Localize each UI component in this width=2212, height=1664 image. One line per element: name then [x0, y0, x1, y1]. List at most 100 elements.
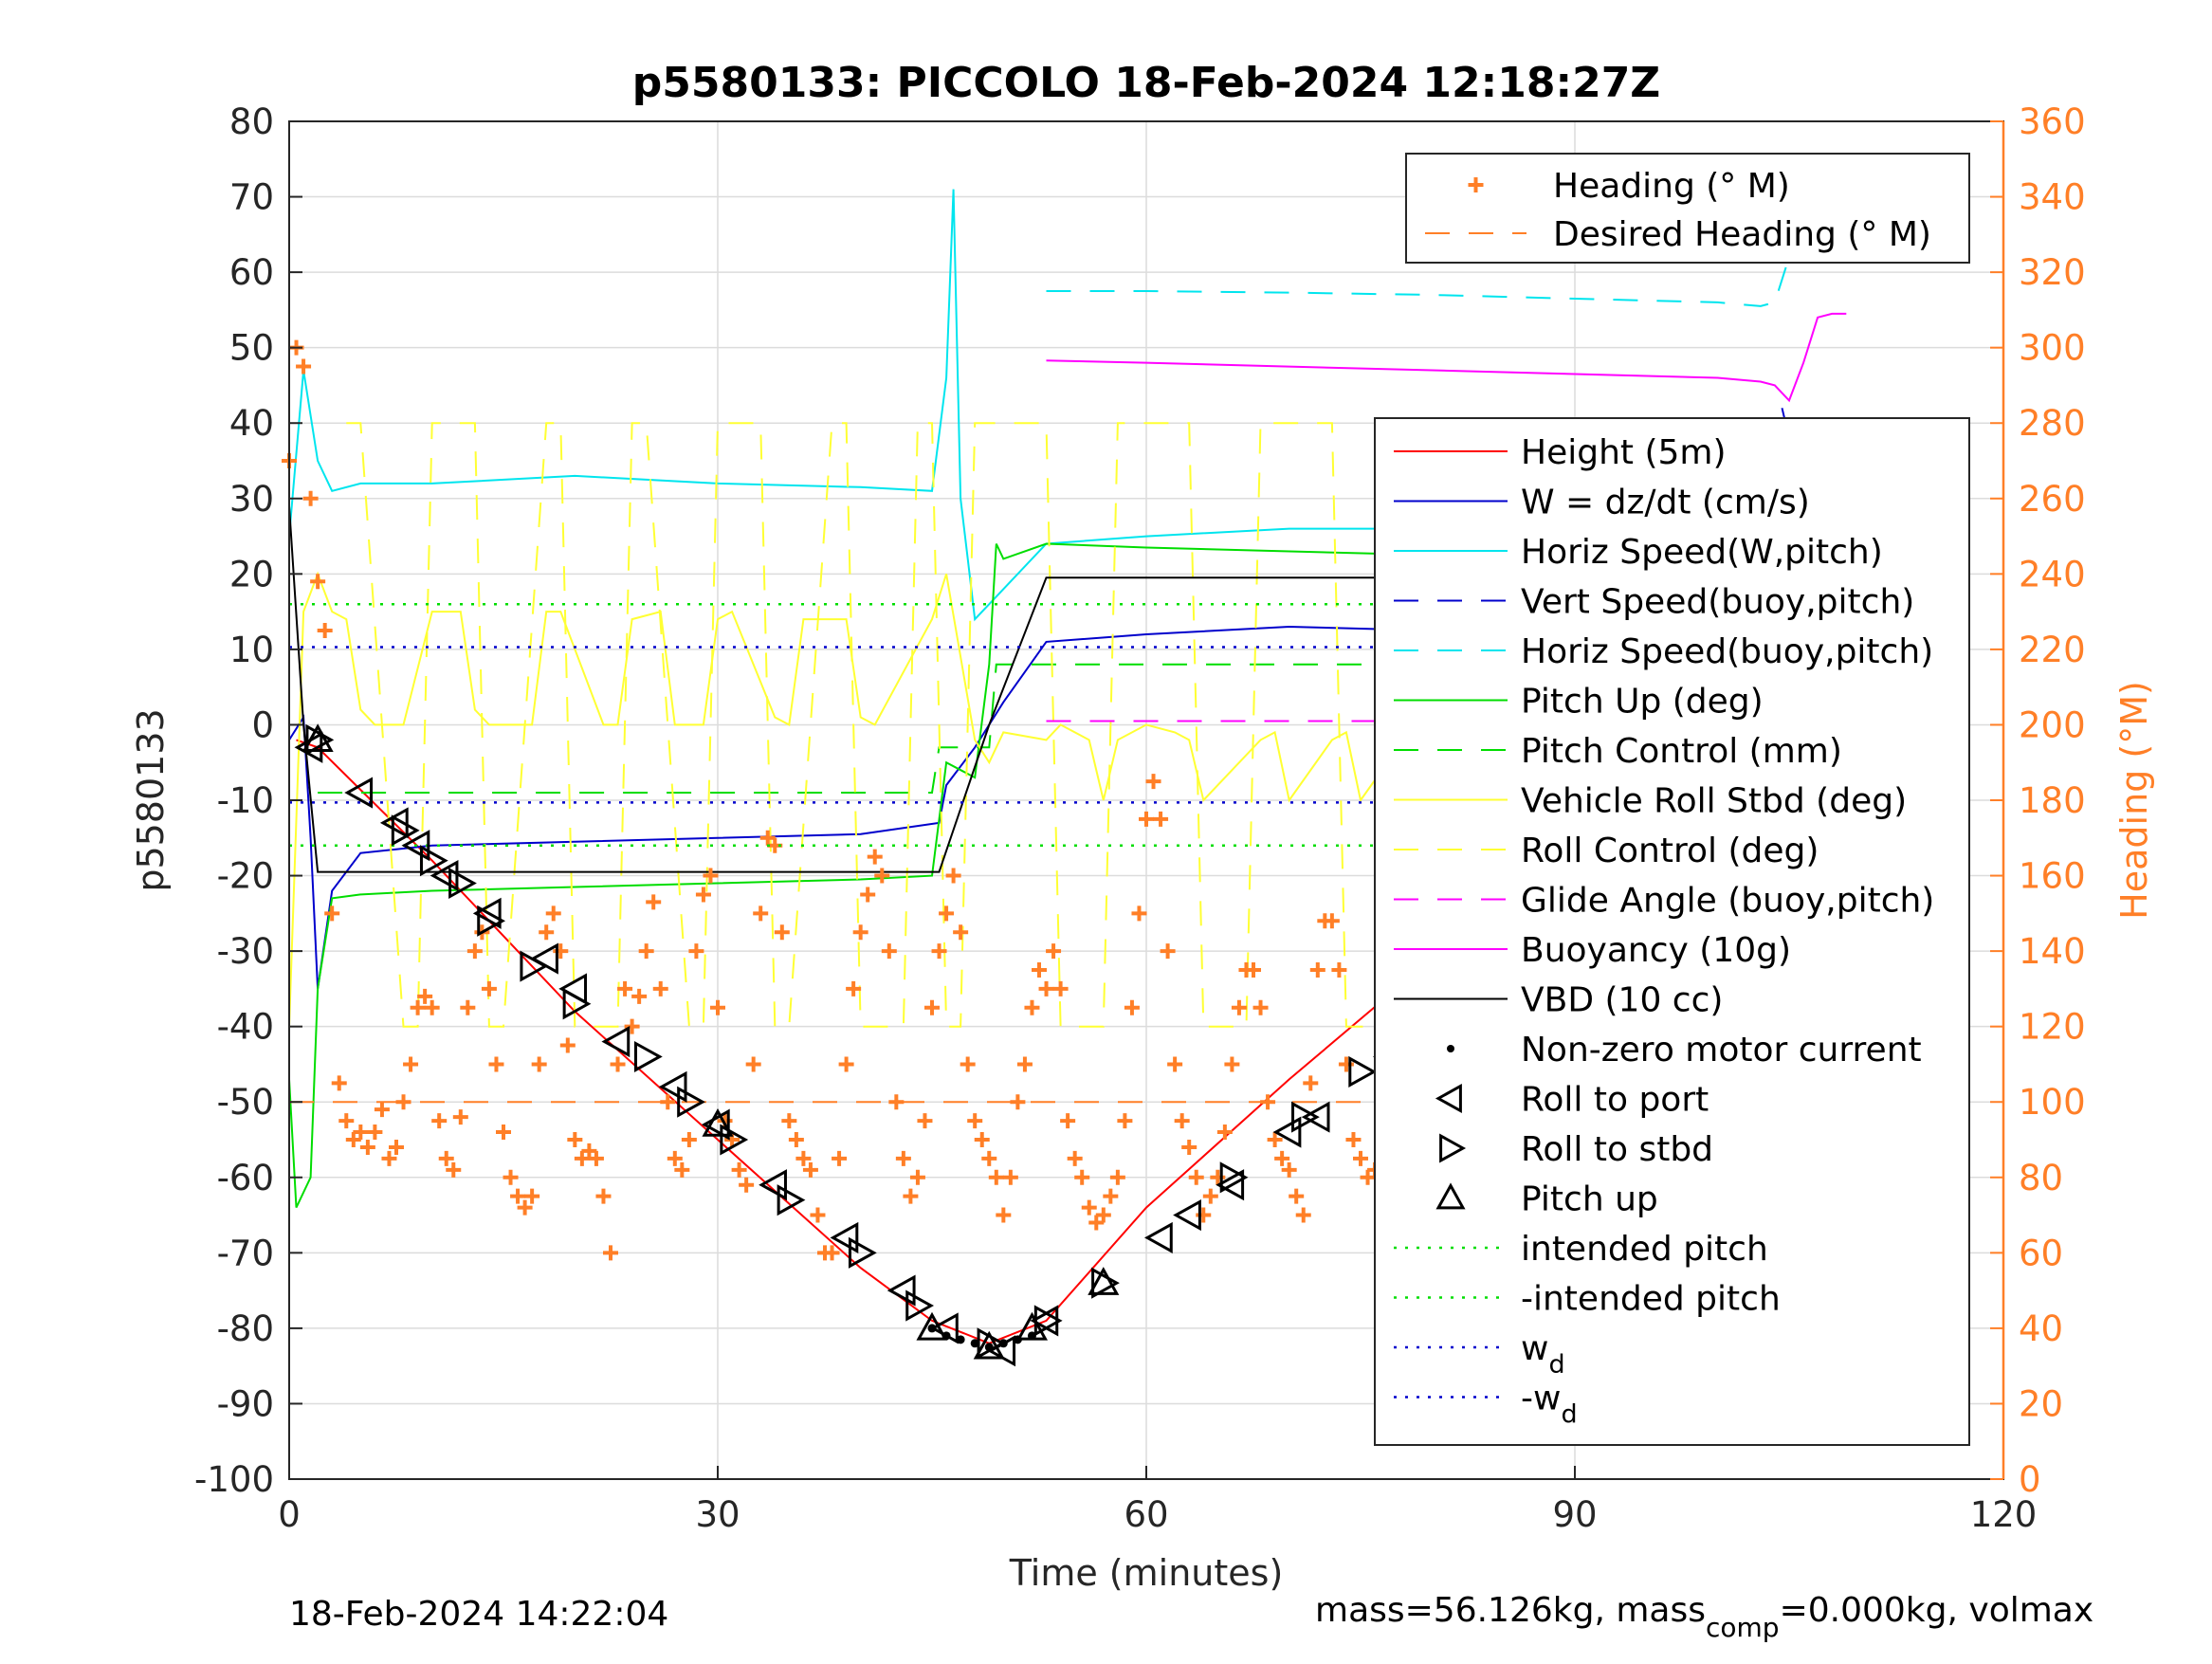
y-tick-label: -50: [217, 1082, 274, 1123]
heading-point: [345, 1132, 361, 1147]
x-axis-label: Time (minutes): [1009, 1552, 1284, 1594]
motor-current-point: [970, 1339, 979, 1348]
heading-point: [710, 999, 725, 1015]
heading-point: [731, 1161, 747, 1178]
heading-point: [1095, 1207, 1111, 1223]
heading-point: [1289, 1188, 1305, 1204]
series-buoyancy-10g: [1046, 312, 1847, 403]
heading-point: [810, 1207, 826, 1223]
roll-to-stbd-marker: [1348, 1055, 1378, 1088]
heading-point: [674, 1161, 690, 1178]
heading-point: [1246, 962, 1261, 978]
legend-heading-label: Desired Heading (° M): [1553, 215, 1931, 254]
heading-point: [1188, 1169, 1204, 1185]
roll-to-port-marker: [1173, 1199, 1201, 1232]
heading-point: [667, 1150, 683, 1166]
heading-point: [1252, 999, 1269, 1015]
legend-sample-marker: [1435, 1083, 1462, 1114]
y-tick-label: -80: [217, 1308, 274, 1349]
pitch-up-marker: [702, 1108, 734, 1137]
heading-point: [931, 943, 947, 960]
heading-point: [1167, 1056, 1183, 1072]
y2-tick-label: 200: [2019, 704, 2086, 745]
x-tick-label: 60: [1124, 1494, 1168, 1535]
heading-point: [1345, 1132, 1362, 1147]
roll-to-port-marker: [658, 1070, 687, 1103]
heading-point: [1124, 999, 1140, 1015]
y2-tick-label: 20: [2019, 1383, 2063, 1424]
x-tick-label: 30: [695, 1494, 740, 1535]
pitch-up-marker: [916, 1311, 948, 1341]
heading-point: [795, 1150, 812, 1166]
legend-heading: Heading (° M) Desired Heading (° M): [1405, 153, 1970, 264]
legend-label-text: Height (5m): [1521, 433, 1727, 472]
roll-to-stbd-marker: [419, 845, 448, 877]
heading-point: [1353, 1150, 1368, 1166]
heading-point: [331, 1075, 347, 1091]
heading-point: [652, 980, 668, 997]
heading-point: [838, 1056, 854, 1072]
roll-to-port-marker: [601, 1026, 631, 1058]
heading-point: [924, 999, 940, 1015]
heading-point: [452, 1109, 468, 1125]
y-tick-label: -20: [217, 856, 274, 897]
x-tick-label: 120: [1970, 1494, 2038, 1535]
y2-tick-label: 0: [2019, 1459, 2041, 1500]
x-tick-label: 0: [278, 1494, 301, 1535]
roll-to-stbd-marker: [677, 1086, 705, 1118]
heading-point: [496, 1125, 511, 1141]
roll-to-port-marker: [1216, 1169, 1245, 1201]
heading-point: [1267, 1132, 1283, 1147]
heading-point: [996, 1207, 1012, 1223]
heading-point: [846, 980, 862, 997]
y2-tick-label: 320: [2019, 252, 2086, 293]
y-tick-label: -90: [217, 1383, 274, 1424]
roll-to-stbd-marker: [1291, 1101, 1320, 1133]
y2-tick-label: 80: [2019, 1158, 2063, 1198]
heading-point: [302, 490, 319, 506]
heading-point: [410, 999, 426, 1015]
heading-point: [909, 1169, 925, 1185]
legend-main-label: W = dz/dt (cm/s): [1521, 484, 1810, 522]
heading-point: [681, 1132, 697, 1147]
heading-point: [753, 905, 769, 922]
heading-point: [1303, 1075, 1319, 1091]
heading-point: [774, 924, 790, 941]
y2-tick-label: 140: [2019, 931, 2086, 972]
y2-tick-label: 220: [2019, 630, 2086, 670]
heading-point: [1074, 1169, 1090, 1185]
legend-main-label: Glide Angle (buoy,pitch): [1521, 882, 1934, 921]
roll-to-port-marker: [379, 807, 409, 839]
heading-point: [646, 894, 662, 910]
roll-to-port-marker: [701, 1108, 730, 1141]
roll-to-port-marker: [759, 1169, 787, 1201]
legend-label-text: Horiz Speed(buoy,pitch): [1521, 632, 1933, 671]
heading-point: [745, 1056, 761, 1072]
heading-point: [1324, 913, 1340, 929]
heading-point: [1181, 1139, 1197, 1155]
heading-point: [967, 1113, 983, 1129]
pitch-up-marker: [302, 723, 334, 753]
heading-point: [1231, 999, 1247, 1015]
heading-point: [903, 1188, 919, 1204]
heading-point: [739, 1177, 755, 1193]
heading-point: [310, 574, 326, 590]
y-tick-label: -30: [217, 931, 274, 972]
heading-point: [895, 1150, 911, 1166]
heading-point: [1010, 1094, 1026, 1110]
heading-point: [481, 980, 497, 997]
legend-label-text: VBD (10 cc): [1521, 981, 1723, 1020]
heading-point: [1139, 811, 1154, 827]
footer-mass-main: mass=56.126kg, mass: [1315, 1591, 1706, 1630]
legend-main-label: Horiz Speed(buoy,pitch): [1521, 632, 1933, 671]
legend-label-text: Roll to stbd: [1521, 1130, 1713, 1169]
roll-to-stbd-marker: [305, 723, 335, 756]
roll-to-stbd-marker: [848, 1236, 877, 1269]
heading-point: [953, 924, 969, 941]
pitch-up-marker: [1088, 1267, 1120, 1295]
legend-main-label: intended pitch: [1521, 1230, 1768, 1269]
roll-to-stbd-marker: [1091, 1267, 1120, 1299]
heading-point: [503, 1169, 519, 1185]
motor-current-point: [998, 1339, 1008, 1348]
